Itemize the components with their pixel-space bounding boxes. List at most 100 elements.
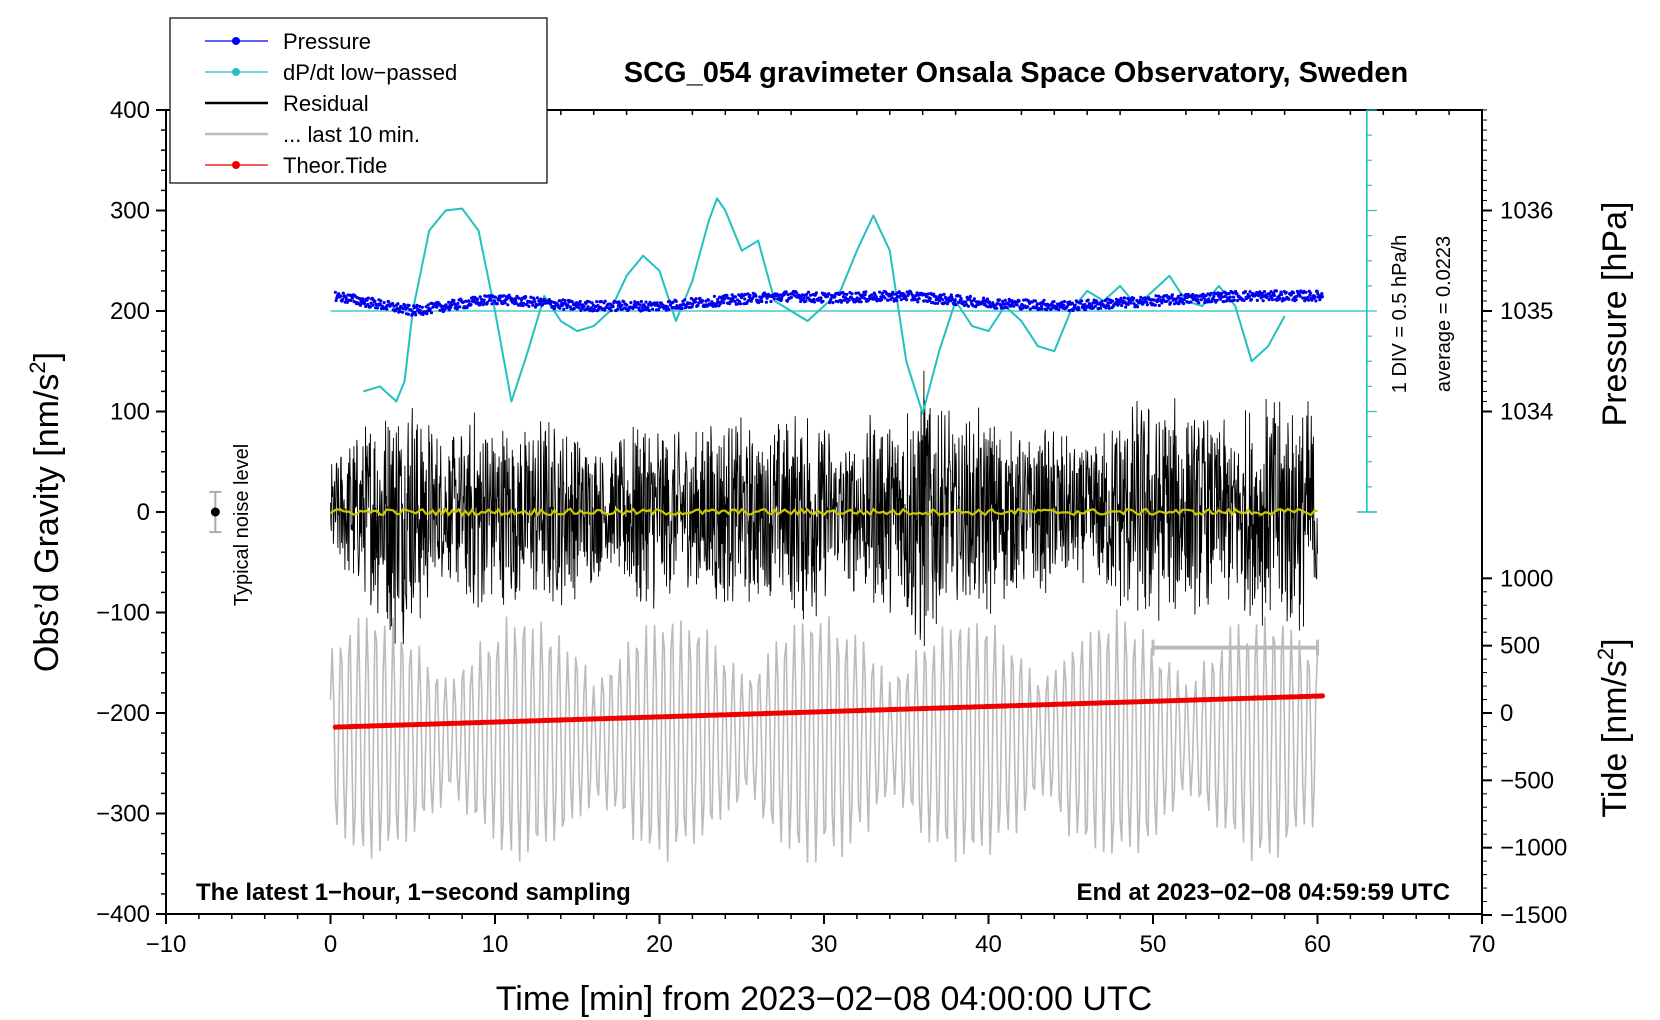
- pressure-point: [1235, 292, 1239, 296]
- pressure-point: [633, 300, 637, 304]
- noise-level-label: Typical noise level: [231, 444, 253, 606]
- pressure-point: [739, 302, 743, 306]
- pressure-point: [690, 305, 694, 309]
- chart-title: SCG_054 gravimeter Onsala Space Observat…: [624, 57, 1408, 89]
- pressure-point: [333, 290, 337, 294]
- div-label: 1 DIV = 0.5 hPa/h: [1389, 235, 1411, 393]
- pressure-point: [530, 301, 534, 305]
- pressure-point: [529, 295, 533, 299]
- pressure-point: [1247, 295, 1251, 299]
- pressure-point: [1261, 299, 1265, 303]
- pressure-point: [1301, 296, 1305, 300]
- x-tick-label: 10: [482, 931, 509, 958]
- pressure-point: [981, 299, 985, 303]
- legend-label: Residual: [283, 91, 369, 116]
- pressure-point: [426, 303, 430, 307]
- pressure-point: [415, 303, 419, 307]
- pressure-point: [854, 291, 858, 295]
- x-tick-label: 40: [975, 931, 1002, 958]
- y-tide-title-close: ]: [1596, 638, 1634, 647]
- pressure-point: [1294, 298, 1298, 302]
- pressure-point: [358, 297, 362, 301]
- pressure-point: [986, 305, 990, 309]
- pressure-point: [1291, 291, 1296, 295]
- pressure-point: [819, 296, 823, 300]
- pressure-point: [804, 299, 808, 303]
- pressure-point: [942, 292, 946, 296]
- pressure-point: [1222, 300, 1226, 304]
- pressure-point: [1070, 301, 1074, 305]
- pressure-point: [842, 292, 846, 296]
- y-tide-title-sup: 2: [1593, 648, 1618, 660]
- pressure-point: [831, 301, 835, 305]
- pressure-point: [414, 313, 418, 317]
- pressure-point: [847, 298, 851, 302]
- pressure-point: [485, 300, 489, 305]
- pressure-point: [1295, 294, 1299, 298]
- y-tick-label: 300: [110, 198, 150, 225]
- pressure-point: [683, 298, 687, 302]
- footer-left-note: The latest 1−hour, 1−second sampling: [196, 879, 631, 906]
- pressure-point: [638, 303, 642, 307]
- pressure-point: [644, 300, 648, 304]
- pressure-point: [655, 301, 659, 305]
- y-tick-label: 400: [110, 97, 150, 124]
- pressure-point: [1062, 303, 1066, 307]
- pressure-point: [392, 304, 396, 308]
- x-tick-label: 50: [1140, 931, 1167, 958]
- pressure-point: [1267, 298, 1271, 302]
- pressure-point: [489, 298, 493, 302]
- pressure-point: [1129, 301, 1133, 305]
- average-label: average = 0.0223: [1433, 236, 1455, 392]
- pressure-point: [812, 297, 816, 302]
- pressure-point: [833, 295, 837, 299]
- pressure-point: [1132, 296, 1136, 300]
- pressure-point: [1228, 295, 1232, 299]
- pressure-point: [1189, 300, 1193, 304]
- legend-label: ... last 10 min.: [283, 122, 420, 147]
- legend-label: dP/dt low−passed: [283, 60, 457, 85]
- pressure-point: [733, 299, 737, 303]
- pressure-point: [780, 297, 784, 301]
- pressure-point: [885, 292, 889, 296]
- pressure-point: [1012, 304, 1016, 308]
- pressure-point: [880, 291, 884, 296]
- pressure-point: [420, 305, 424, 309]
- pressure-point: [995, 301, 1000, 305]
- pressure-point: [1236, 298, 1240, 303]
- pressure-point: [517, 296, 521, 300]
- pressure-point: [366, 296, 370, 300]
- pressure-point: [531, 303, 535, 307]
- pressure-point: [1224, 299, 1228, 303]
- pressure-point: [519, 301, 523, 305]
- pressure-point: [880, 298, 884, 302]
- pressure-point: [640, 305, 644, 309]
- y-left-title-close: ]: [28, 352, 66, 361]
- pressure-point: [924, 294, 928, 299]
- pressure-point: [563, 299, 567, 303]
- pressure-point: [1062, 299, 1067, 304]
- tide-tick-label: −1000: [1500, 835, 1567, 862]
- pressure-point: [469, 303, 473, 307]
- pressure-point: [1232, 295, 1236, 299]
- pressure-point: [622, 300, 626, 304]
- pressure-point: [966, 304, 971, 308]
- residual-line: [330, 370, 1318, 647]
- pressure-point: [722, 301, 726, 305]
- pressure-point: [937, 299, 942, 303]
- pressure-point: [743, 297, 747, 301]
- y-left-title-sup: 2: [25, 361, 50, 373]
- pressure-point: [565, 306, 569, 310]
- pressure-point: [1306, 295, 1310, 299]
- pressure-point: [997, 298, 1002, 302]
- pressure-point: [1209, 291, 1213, 295]
- pressure-point: [629, 301, 633, 305]
- residual-mean-line: [329, 507, 1318, 517]
- legend-marker: [232, 37, 240, 45]
- pressure-point: [506, 303, 510, 307]
- pressure-point: [549, 300, 553, 304]
- tide-tick-label: 0: [1500, 700, 1513, 727]
- pressure-point: [671, 300, 675, 304]
- pressure-point: [1165, 299, 1169, 303]
- pressure-point: [562, 307, 566, 311]
